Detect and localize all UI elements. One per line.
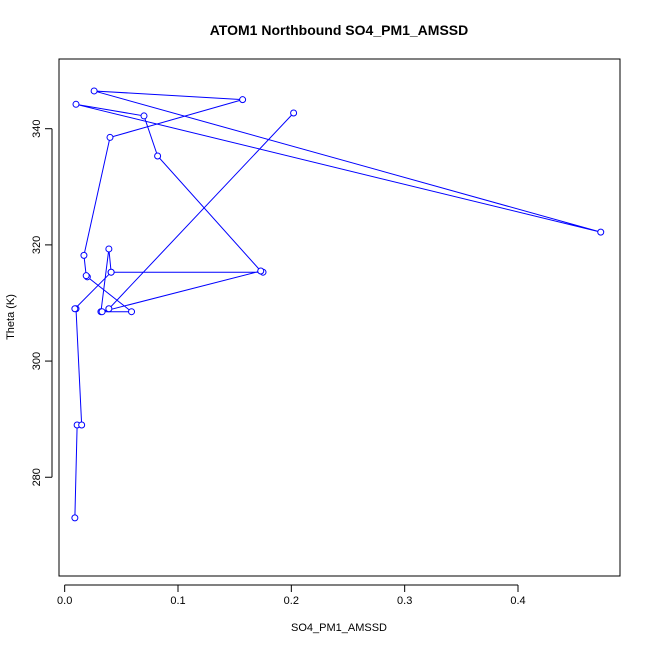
data-point — [597, 228, 605, 236]
data-point — [257, 267, 265, 275]
y-tick-label: 320 — [31, 236, 43, 254]
data-point — [78, 421, 86, 429]
data-point — [105, 305, 113, 313]
data-point — [290, 109, 298, 117]
data-point — [72, 100, 80, 108]
y-tick-label: 340 — [31, 120, 43, 138]
series-line — [73, 90, 601, 518]
x-tick-label: 0.1 — [170, 595, 185, 607]
data-point — [140, 112, 148, 120]
data-point — [107, 268, 115, 276]
data-point — [106, 133, 114, 141]
data-point — [105, 245, 113, 253]
x-tick-label: 0.0 — [57, 595, 72, 607]
plot-frame — [58, 58, 621, 577]
chart-title: ATOM1 Northbound SO4_PM1_AMSSD — [210, 22, 469, 38]
data-point — [82, 272, 90, 280]
data-point — [128, 308, 136, 316]
y-tick-label: 300 — [31, 352, 43, 370]
data-point — [154, 152, 162, 160]
x-axis: 0.0 0.1 0.2 0.3 0.4 — [57, 584, 526, 607]
y-axis: 280 300 320 340 — [31, 120, 53, 486]
x-tick-label: 0.3 — [397, 595, 412, 607]
y-tick-label: 280 — [31, 468, 43, 486]
data-point — [71, 514, 79, 522]
data-point — [80, 251, 88, 259]
y-axis-label: Theta (K) — [5, 294, 17, 340]
data-point — [239, 96, 247, 104]
data-point — [71, 305, 79, 313]
data-layer — [71, 87, 605, 522]
x-tick-label: 0.4 — [510, 595, 525, 607]
data-point — [98, 308, 106, 316]
x-tick-label: 0.2 — [284, 595, 299, 607]
x-axis-label: SO4_PM1_AMSSD — [291, 622, 387, 634]
data-point — [90, 87, 98, 95]
